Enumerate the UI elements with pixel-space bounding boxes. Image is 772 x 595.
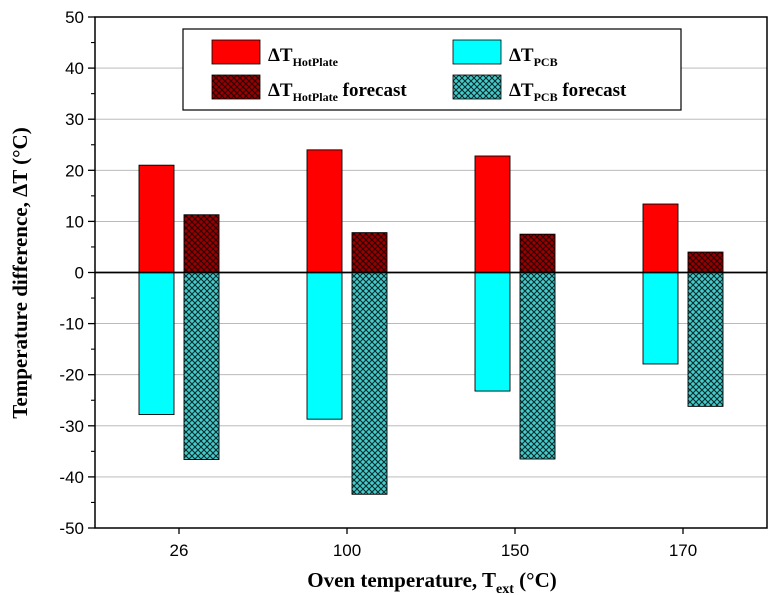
y-tick-label: 20 bbox=[65, 161, 84, 180]
y-tick-label: -20 bbox=[59, 366, 84, 385]
y-tick-label: 0 bbox=[75, 264, 84, 283]
bar-t-pcb-170 bbox=[642, 272, 679, 365]
legend: ΔTHotPlate ΔTPCB ΔTHotPlate forecast ΔTP… bbox=[182, 28, 682, 111]
bar-t-pcb-forecast-26 bbox=[183, 272, 220, 460]
bar-t-hotplate-150 bbox=[474, 155, 511, 273]
y-tick-label: 30 bbox=[65, 110, 84, 129]
y-axis: -50 -40 -30 -20 -10 0 10 20 30 40 50 bbox=[59, 8, 95, 538]
bar-t-hotplate-26 bbox=[138, 164, 175, 273]
bar-t-hotplate-100 bbox=[306, 149, 343, 273]
bar-t-hotplate-forecast-170 bbox=[687, 251, 724, 273]
bar-t-pcb-forecast-100 bbox=[351, 272, 388, 495]
legend-label-hotplate-forecast: ΔTHotPlate forecast bbox=[268, 80, 407, 104]
y-tick-label: 50 bbox=[65, 8, 84, 27]
y-tick-label: 40 bbox=[65, 59, 84, 78]
bar-t-hotplate-170 bbox=[642, 203, 679, 273]
x-tick-label: 26 bbox=[170, 541, 189, 560]
legend-swatch-pcb bbox=[452, 39, 502, 65]
bars-group bbox=[138, 149, 724, 495]
bar-t-pcb-100 bbox=[306, 272, 343, 420]
y-tick-label: -30 bbox=[59, 417, 84, 436]
x-tick-label: 100 bbox=[333, 541, 361, 560]
y-tick-label: -40 bbox=[59, 468, 84, 487]
x-axis-title-main: Oven temperature, T bbox=[307, 568, 496, 592]
legend-swatch-pcb-forecast bbox=[452, 74, 502, 100]
bar-t-pcb-forecast-150 bbox=[519, 272, 556, 460]
legend-label-hotplate: ΔTHotPlate bbox=[268, 45, 339, 69]
legend-swatch-hotplate-forecast bbox=[211, 74, 261, 100]
x-tick-label: 150 bbox=[501, 541, 529, 560]
bar-t-hotplate-forecast-26 bbox=[183, 214, 220, 273]
legend-label-pcb: ΔTPCB bbox=[509, 45, 558, 69]
bar-t-pcb-26 bbox=[138, 272, 175, 416]
y-axis-title: Temperature difference, ΔT (°C) bbox=[8, 127, 32, 418]
x-axis: 26 100 150 170 bbox=[170, 528, 697, 560]
x-tick-label: 170 bbox=[669, 541, 697, 560]
y-tick-label: -50 bbox=[59, 519, 84, 538]
legend-label-pcb-forecast: ΔTPCB forecast bbox=[509, 80, 627, 104]
bar-t-hotplate-forecast-150 bbox=[519, 233, 556, 273]
bar-t-hotplate-forecast-100 bbox=[351, 232, 388, 273]
bar-t-pcb-150 bbox=[474, 272, 511, 392]
bar-t-pcb-forecast-170 bbox=[687, 272, 724, 407]
y-tick-label: -10 bbox=[59, 315, 84, 334]
x-axis-title-unit: (°C) bbox=[514, 568, 557, 592]
x-axis-title: Oven temperature, Text (°C) bbox=[307, 568, 556, 595]
y-tick-label: 10 bbox=[65, 212, 84, 231]
x-axis-title-sub: ext bbox=[496, 582, 514, 595]
legend-box bbox=[182, 28, 682, 111]
legend-swatch-hotplate bbox=[211, 39, 261, 65]
